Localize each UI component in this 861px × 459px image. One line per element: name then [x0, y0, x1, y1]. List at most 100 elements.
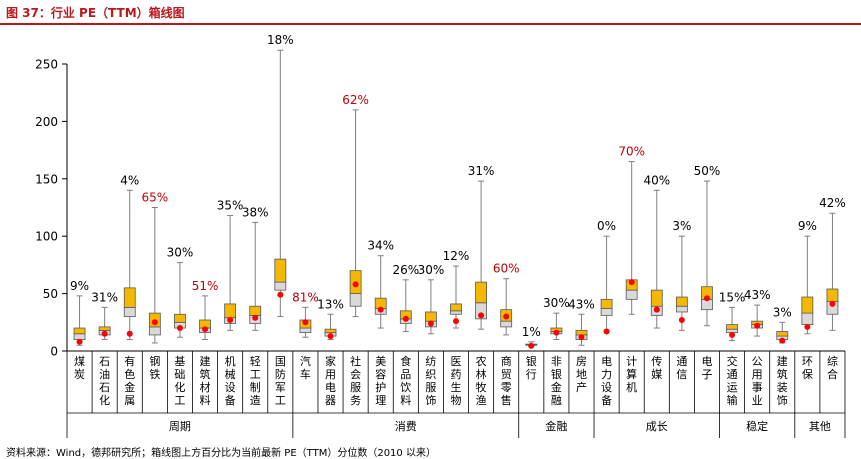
percentile-label: 60% — [493, 262, 520, 276]
current-pe-point — [176, 325, 183, 332]
current-pe-point — [779, 337, 786, 344]
current-pe-point — [377, 306, 384, 313]
category-label: 石油石化 — [99, 355, 110, 407]
figure-title: 图 37：行业 PE（TTM）箱线图 — [6, 6, 185, 20]
percentile-label: 26% — [392, 263, 419, 277]
current-pe-point — [327, 333, 334, 340]
box-upper-half — [776, 331, 789, 337]
box-upper-half — [826, 288, 839, 303]
category-label: 煤炭 — [74, 355, 85, 381]
percentile-label: 43% — [568, 297, 595, 311]
box-lower-half — [801, 312, 814, 325]
box-lower-half — [148, 326, 161, 336]
box-upper-half — [425, 311, 437, 322]
y-tick-label: 50 — [43, 287, 58, 301]
current-pe-point — [553, 329, 560, 336]
category-label: 综合 — [827, 354, 838, 381]
current-pe-point — [151, 319, 158, 326]
percentile-label: 3% — [672, 219, 691, 233]
category-label: 钢铁 — [149, 355, 160, 381]
current-pe-point — [252, 314, 259, 321]
category-label: 电力设备 — [601, 355, 612, 407]
percentile-label: 9% — [70, 279, 89, 293]
y-tick-label: 200 — [35, 115, 58, 129]
category-label: 非银金融 — [551, 355, 562, 407]
box-lower-half — [299, 327, 312, 334]
title-rule — [0, 23, 861, 25]
percentile-label: 65% — [142, 191, 169, 205]
category-label: 环保 — [802, 355, 813, 381]
category-label: 基础化工 — [174, 355, 185, 407]
percentile-label: 12% — [443, 249, 470, 263]
percentile-label: 30% — [418, 263, 445, 277]
y-tick-label: 150 — [35, 172, 58, 186]
box-upper-half — [324, 328, 337, 334]
current-pe-point — [628, 279, 635, 286]
current-pe-point — [427, 320, 434, 327]
percentile-label: 42% — [819, 196, 846, 210]
category-label: 交通运输 — [727, 354, 738, 407]
percentile-label: 15% — [719, 290, 746, 304]
category-label: 食品饮料 — [400, 354, 411, 407]
current-pe-point — [302, 319, 309, 326]
box-upper-half — [224, 303, 237, 319]
box-upper-half — [249, 305, 262, 316]
current-pe-point — [277, 291, 284, 298]
box-upper-half — [98, 326, 111, 331]
percentile-label: 4% — [120, 173, 139, 187]
box-lower-half — [274, 281, 287, 291]
group-label: 消费 — [395, 419, 417, 433]
box-lower-half — [73, 333, 86, 340]
current-pe-point — [678, 317, 685, 324]
box-lower-half — [675, 305, 688, 313]
category-label: 计算机 — [626, 355, 637, 394]
current-pe-point — [528, 342, 535, 349]
percentile-label: 31% — [91, 290, 118, 304]
box-upper-half — [650, 289, 663, 307]
category-label: 国防军工 — [275, 355, 286, 407]
category-label: 社会服务 — [350, 354, 361, 407]
box-upper-half — [475, 281, 487, 304]
box-lower-half — [500, 320, 513, 328]
box-upper-half — [450, 303, 462, 312]
category-label: 公用事业 — [752, 355, 763, 407]
box-lower-half — [625, 289, 638, 300]
box-upper-half — [174, 313, 186, 323]
source-note: 资料来源：Wind，德邦研究所；箱线图上方百分比为当前最新 PE（TTM）分位数… — [6, 448, 436, 459]
percentile-label: 38% — [242, 205, 269, 219]
category-label: 轻工制造 — [250, 354, 261, 407]
current-pe-point — [703, 295, 710, 302]
percentile-label: 0% — [597, 219, 616, 233]
percentile-label: 40% — [643, 173, 670, 187]
box-upper-half — [600, 298, 613, 309]
category-label: 纺织服饰 — [425, 354, 436, 407]
percentile-label: 81% — [292, 290, 319, 304]
box-upper-half — [726, 324, 738, 330]
category-label: 机械设备 — [225, 354, 236, 407]
y-tick-label: 250 — [35, 58, 58, 72]
y-tick-label: 100 — [35, 230, 58, 244]
category-label: 汽车 — [300, 354, 311, 381]
percentile-label: 9% — [798, 219, 817, 233]
box-upper-half — [123, 287, 136, 308]
current-pe-point — [603, 328, 610, 335]
current-pe-point — [804, 323, 811, 330]
current-pe-point — [101, 330, 108, 337]
current-pe-point — [453, 318, 459, 325]
category-label: 美容护理 — [375, 355, 386, 407]
current-pe-point — [754, 322, 761, 329]
group-label: 其他 — [809, 420, 831, 433]
current-pe-point — [653, 306, 660, 313]
current-pe-point — [76, 338, 83, 345]
percentile-label: 13% — [317, 297, 344, 311]
box-lower-half — [450, 310, 462, 315]
category-label: 农林牧渔 — [476, 354, 487, 407]
category-label: 通信 — [676, 355, 687, 381]
percentile-label: 30% — [167, 246, 194, 260]
current-pe-point — [729, 331, 736, 338]
box-lower-half — [600, 308, 613, 316]
box-upper-half — [274, 258, 287, 283]
category-label: 房地产 — [576, 355, 587, 394]
group-label: 周期 — [169, 420, 191, 433]
category-label: 有色金属 — [124, 354, 135, 407]
